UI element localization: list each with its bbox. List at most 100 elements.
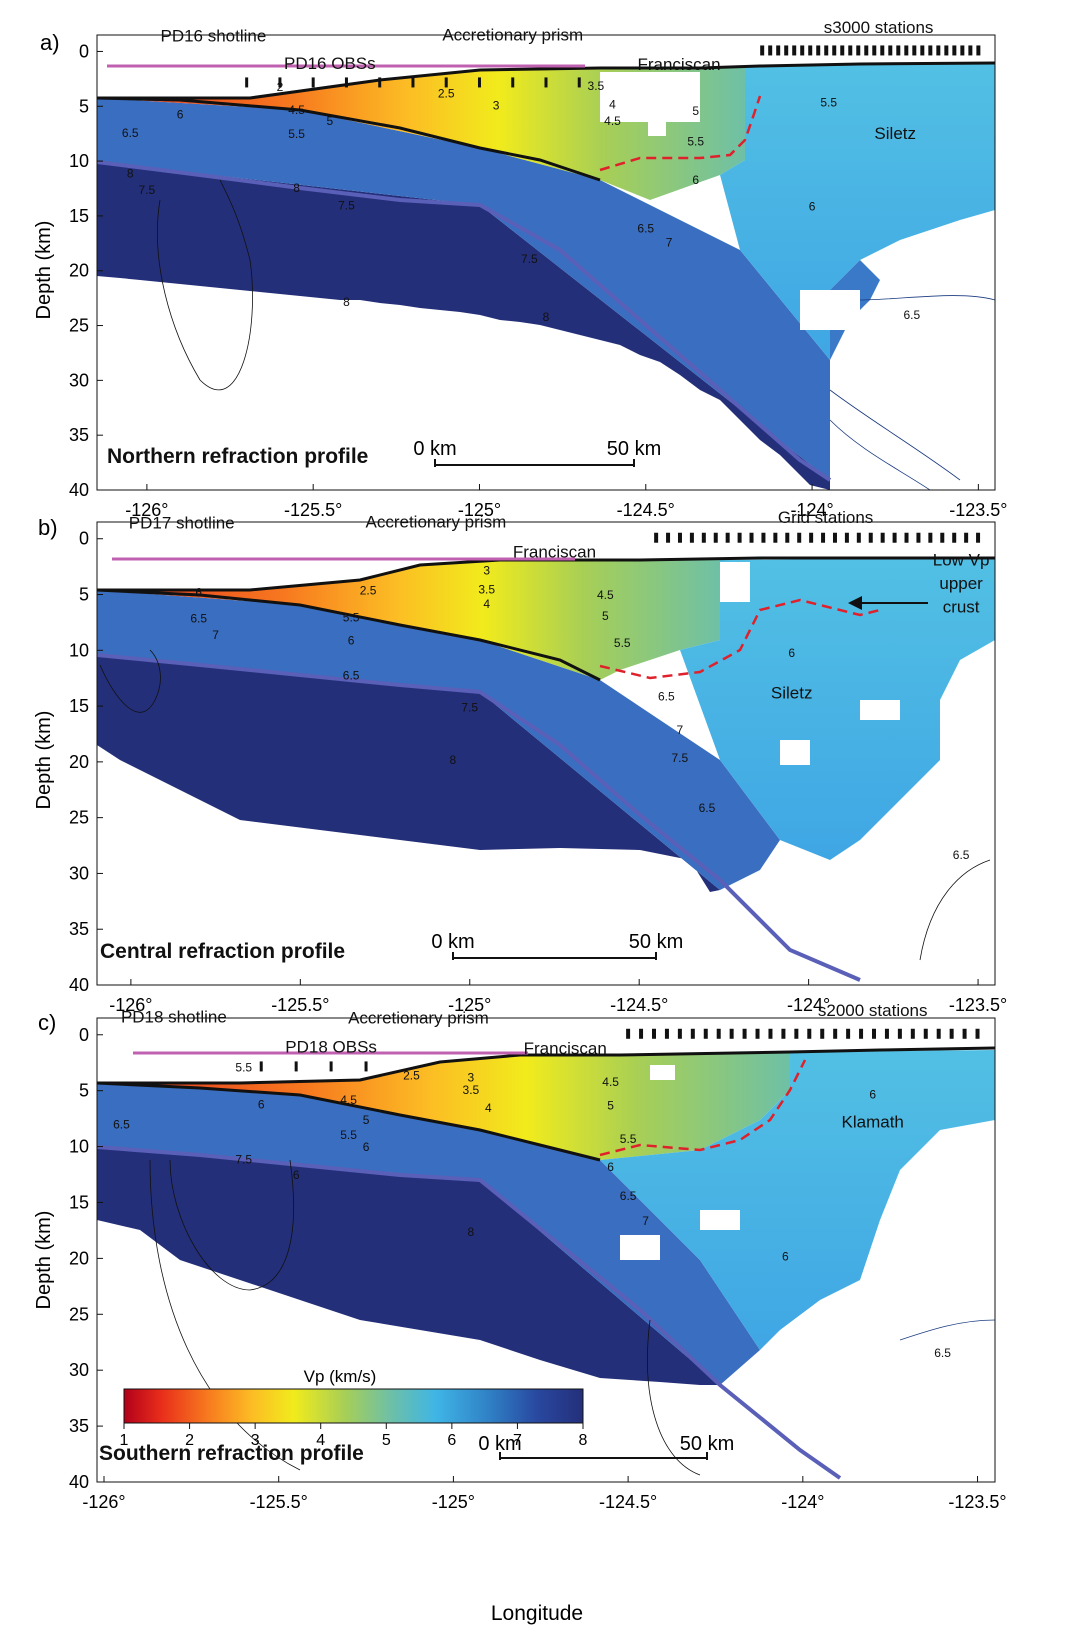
- x-tick-label: -123.5°: [948, 1492, 1006, 1512]
- panel-title: Central refraction profile: [100, 940, 345, 963]
- white-gap: [860, 700, 900, 720]
- y-tick-label: 30: [69, 1360, 89, 1380]
- y-tick-label: 30: [69, 370, 89, 390]
- obs-marker: [577, 77, 581, 88]
- y-tick-label: 10: [69, 640, 89, 660]
- station-marker: [768, 45, 773, 56]
- y-tick-label: 15: [69, 696, 89, 716]
- white-gap: [700, 1210, 740, 1230]
- contour-label: 6: [607, 1160, 614, 1174]
- y-tick-label: 0: [79, 529, 89, 549]
- model-body: [96, 1046, 996, 1480]
- station-marker: [832, 45, 837, 56]
- mantle-region: [97, 1147, 720, 1385]
- station-marker: [962, 1028, 967, 1039]
- annotation-label: Accretionary prism: [442, 25, 583, 44]
- station-marker: [794, 1028, 799, 1039]
- velocity-contour: [99, 649, 161, 713]
- colorbar-tick-label: 5: [382, 1432, 391, 1449]
- station-marker: [840, 45, 845, 56]
- scale-bar-left-label: 0 km: [478, 1433, 521, 1455]
- station-marker: [703, 1028, 708, 1039]
- annotation-label: upper: [939, 574, 983, 593]
- station-marker: [820, 1028, 825, 1039]
- station-marker: [807, 1028, 812, 1039]
- contour-label: 5: [326, 114, 333, 128]
- contour-label: 6.5: [190, 611, 207, 625]
- contour-label: 6.5: [113, 1118, 130, 1132]
- contour-label: 8: [468, 1225, 475, 1239]
- station-marker: [910, 1028, 915, 1039]
- colorbar-tick-label: 8: [579, 1432, 588, 1449]
- contour-label: 6: [258, 1098, 265, 1112]
- obs-marker: [278, 77, 282, 88]
- velocity-contour: [899, 1319, 996, 1341]
- y-tick-label: 20: [69, 752, 89, 772]
- station-marker: [626, 1028, 631, 1039]
- station-marker: [923, 1028, 928, 1039]
- oceanic-crust: [97, 1083, 760, 1385]
- station-marker: [960, 45, 965, 56]
- obs-marker: [364, 1061, 368, 1072]
- station-marker: [952, 45, 957, 56]
- station-marker: [944, 45, 949, 56]
- contour-label: 4.5: [340, 1093, 357, 1107]
- contour-label: 3.5: [478, 582, 495, 596]
- moho-line: [96, 653, 861, 982]
- annotation-label: PD16 shotline: [160, 27, 266, 46]
- contour-label: 6: [195, 586, 202, 600]
- station-marker: [928, 532, 933, 543]
- y-tick-label: 15: [69, 1192, 89, 1212]
- x-tick-label: -125°: [432, 1492, 475, 1512]
- annotation-label: Klamath: [842, 1113, 904, 1132]
- obs-marker: [344, 77, 348, 88]
- panel-title: Northern refraction profile: [107, 445, 368, 468]
- contour-label: 6.5: [620, 1189, 637, 1203]
- arrow: [848, 596, 928, 610]
- obs-marker: [511, 77, 515, 88]
- contour-label: 4.5: [597, 588, 614, 602]
- y-tick-label: 35: [69, 425, 89, 445]
- velocity-contour: [919, 859, 991, 961]
- x-tick-label: -124°: [781, 1492, 824, 1512]
- oceanic-crust: [97, 98, 830, 480]
- annotation-label: Grid stations: [778, 508, 873, 527]
- axes-frame: [96, 521, 996, 986]
- station-marker: [701, 532, 706, 543]
- colorbar-tick-label: 2: [185, 1432, 194, 1449]
- station-marker: [920, 45, 925, 56]
- x-tick-label: -125°: [448, 995, 491, 1015]
- contour-label: 6: [177, 107, 184, 121]
- contour-label: 3.5: [588, 79, 605, 93]
- contour-label: 4.5: [288, 103, 305, 117]
- contour-label: 5.5: [620, 1132, 637, 1146]
- obs-marker: [294, 1061, 298, 1072]
- x-tick-label: -126°: [109, 995, 152, 1015]
- contour-label: 6.5: [904, 308, 921, 322]
- station-marker: [936, 1028, 941, 1039]
- colorbar-tick-label: 7: [513, 1432, 522, 1449]
- y-tick-label: 10: [69, 151, 89, 171]
- x-tick-label: -124°: [790, 500, 833, 520]
- station-marker: [888, 45, 893, 56]
- station-marker: [651, 1028, 656, 1039]
- annotation-label: crust: [943, 597, 980, 616]
- contour-label: 6: [809, 199, 816, 213]
- station-marker: [654, 532, 659, 543]
- panel-southern: c) Depth (km) Vp (km/s) 1 2 3 4 5 6 7 8 0 5 10 15 2…: [33, 1001, 1007, 1625]
- station-marker: [904, 45, 909, 56]
- velocity-contour: [829, 419, 931, 491]
- annotation-label: s2000 stations: [818, 1001, 928, 1020]
- annotation-label: PD17 shotline: [129, 514, 235, 533]
- station-marker: [940, 532, 945, 543]
- station-marker: [859, 1028, 864, 1039]
- station-marker: [792, 45, 797, 56]
- station-marker: [821, 532, 826, 543]
- contour-label: 8: [127, 167, 134, 181]
- station-marker: [761, 532, 766, 543]
- station-marker: [725, 532, 730, 543]
- axes-frame: [96, 1017, 996, 1483]
- colorbar: Vp (km/s) 1 2 3 4 5 6 7 8: [120, 1367, 588, 1449]
- slab-top-line: [96, 1081, 601, 1162]
